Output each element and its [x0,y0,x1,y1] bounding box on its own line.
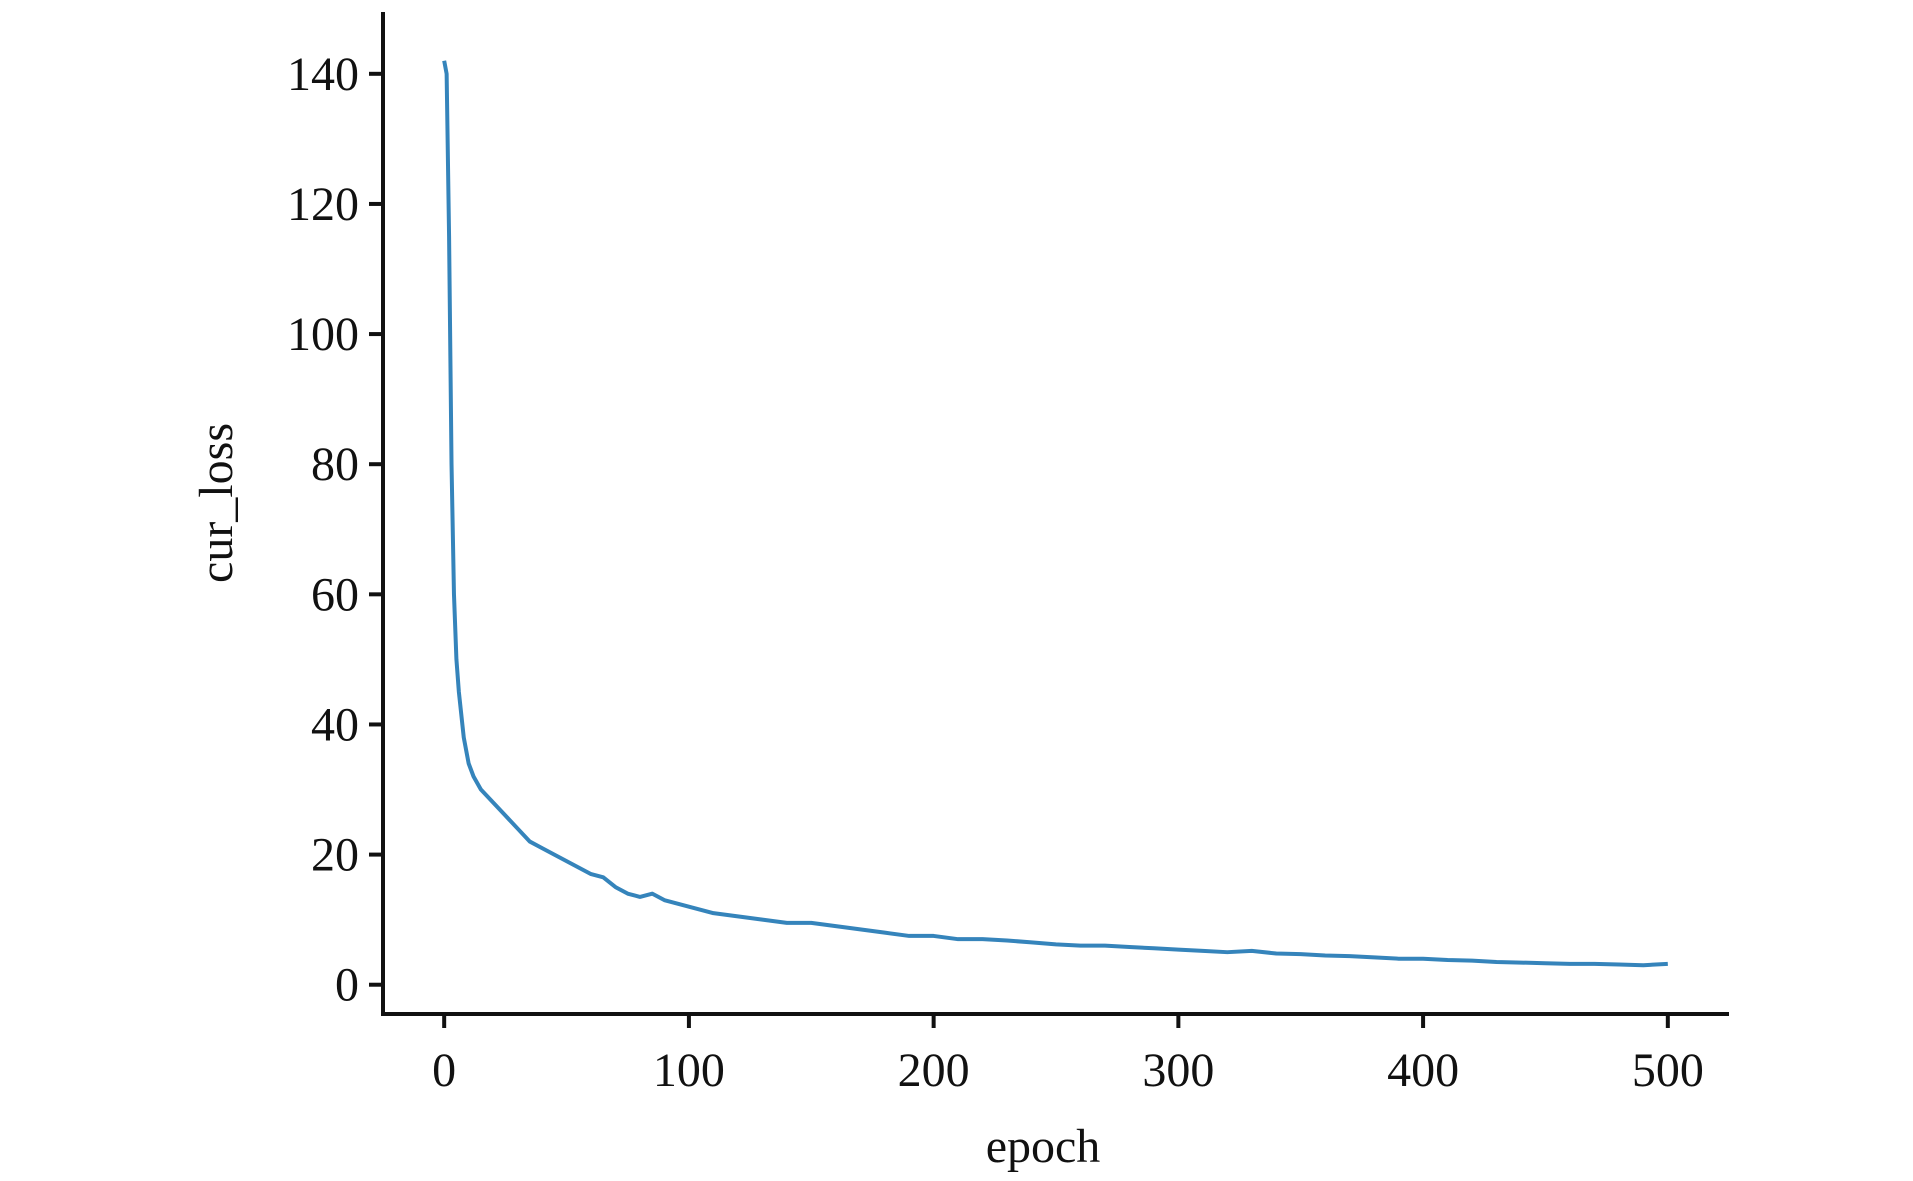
x-tick-label: 100 [653,1044,725,1097]
y-tick-label: 60 [311,568,359,621]
x-axis-label: epoch [986,1120,1101,1173]
y-tick-label: 20 [311,829,359,882]
y-tick-label: 100 [287,308,359,361]
x-tick-label: 500 [1632,1044,1704,1097]
y-axis-label: cur_loss [190,423,243,583]
y-tick-label: 80 [311,438,359,491]
loss-line [442,60,1668,968]
x-tick-label: 400 [1387,1044,1459,1097]
y-tick-label: 140 [287,48,359,101]
y-tick-label: 40 [311,698,359,751]
x-tick-label: 200 [898,1044,970,1097]
y-tick-label: 120 [287,178,359,231]
x-tick-label: 0 [432,1044,456,1097]
x-tick-label: 300 [1142,1044,1214,1097]
y-tick-label: 0 [335,959,359,1012]
